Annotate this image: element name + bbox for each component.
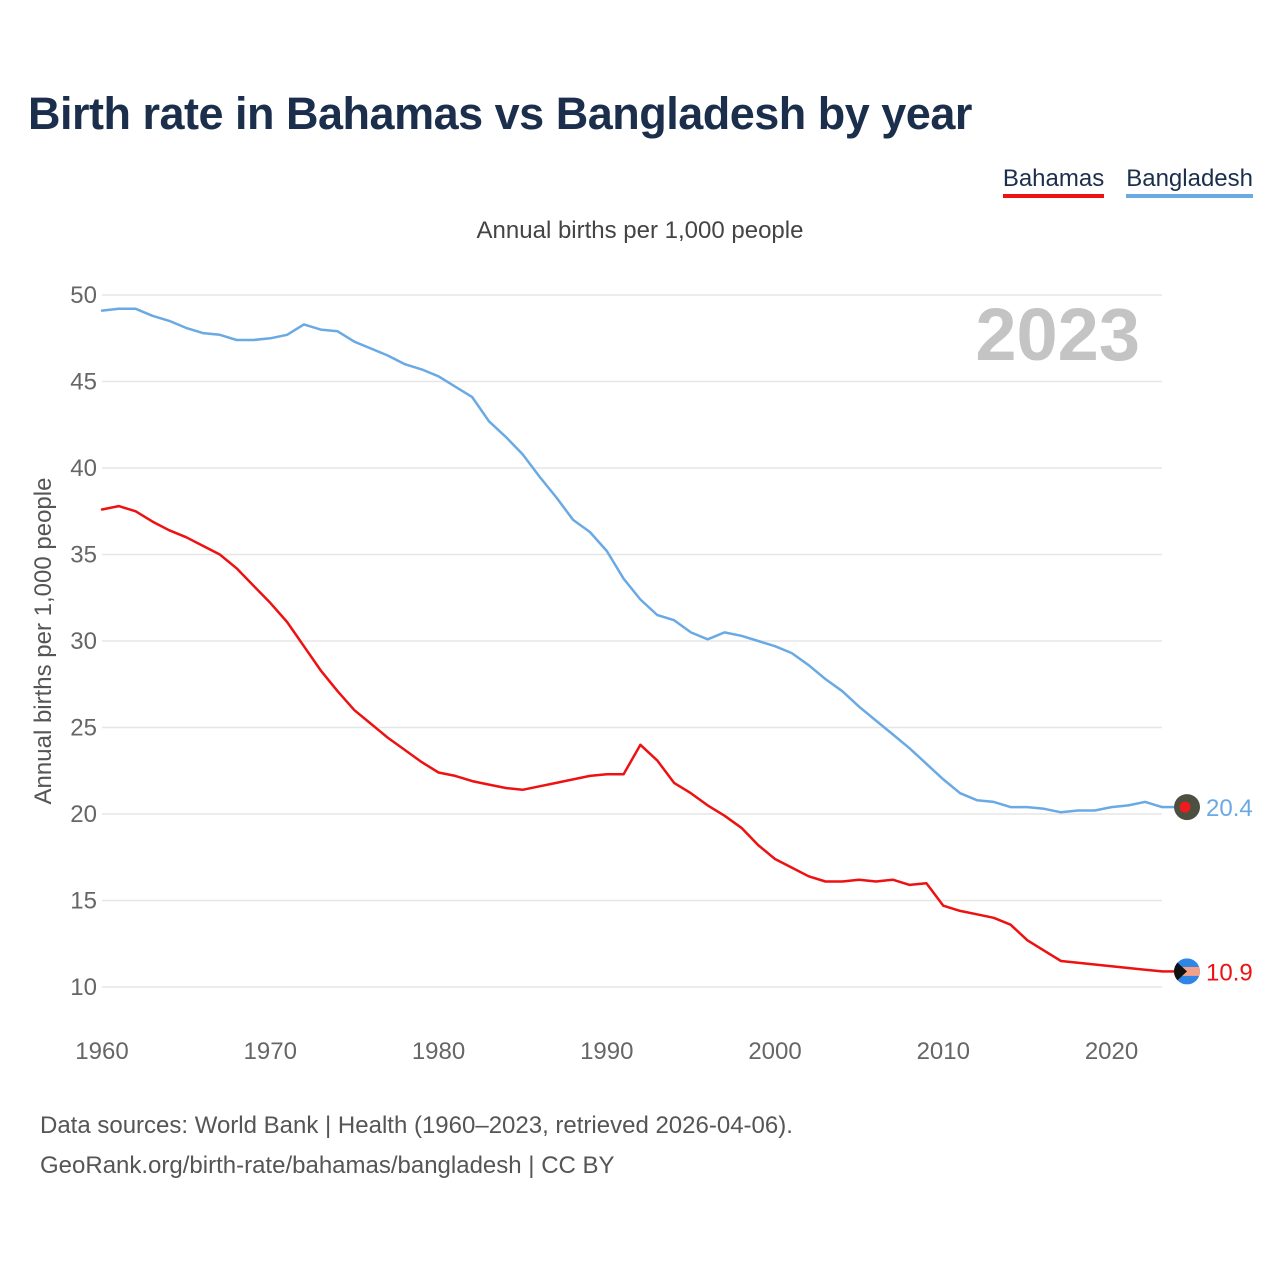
chart-subtitle: Annual births per 1,000 people: [476, 217, 804, 244]
flag-bahamas-icon: [1174, 958, 1200, 985]
series-endpoints: 10.9 20.4: [1174, 794, 1253, 986]
x-tick-label: 1960: [75, 1038, 128, 1065]
y-tick-label: 40: [70, 455, 97, 482]
y-axis-label: Annual births per 1,000 people: [30, 478, 57, 805]
legend: Bahamas Bangladesh: [1002, 166, 1253, 198]
footer-sources: Data sources: World Bank | Health (1960–…: [40, 1112, 793, 1139]
end-value-label-bangladesh: 20.4: [1206, 795, 1253, 822]
x-tick-label: 2010: [917, 1038, 970, 1065]
end-value-label-bahamas: 10.9: [1206, 959, 1253, 986]
y-tick-label: 30: [70, 628, 97, 655]
legend-item-bangladesh[interactable]: Bangladesh: [1126, 166, 1253, 198]
year-watermark: 2023: [975, 293, 1140, 376]
y-tick-label: 15: [70, 888, 97, 915]
x-tick-label: 2000: [748, 1038, 801, 1065]
legend-item-bahamas[interactable]: Bahamas: [1002, 166, 1105, 198]
y-tick-label: 20: [70, 801, 97, 828]
y-tick-label: 10: [70, 974, 97, 1001]
x-tick-label: 1970: [244, 1038, 297, 1065]
y-tick-label: 45: [70, 369, 97, 396]
y-tick-label: 35: [70, 542, 97, 569]
x-tick-label: 2020: [1085, 1038, 1138, 1065]
x-tick-label: 1980: [412, 1038, 465, 1065]
gridlines: [102, 294, 1162, 988]
chart-title: Birth rate in Bahamas vs Bangladesh by y…: [28, 88, 972, 139]
series-line-bangladesh[interactable]: [100, 307, 1164, 814]
y-tick-label: 25: [70, 715, 97, 742]
x-axis-ticks: 1960 1970 1980 1990 2000 2010 2020: [75, 1038, 1138, 1065]
footer: Data sources: World Bank | Health (1960–…: [40, 1106, 793, 1186]
flag-disc: [1179, 801, 1191, 813]
footer-attribution[interactable]: GeoRank.org/birth-rate/bahamas/banglades…: [40, 1152, 615, 1179]
flag-triangle: [1174, 958, 1187, 985]
series-lines: [100, 307, 1174, 973]
x-tick-label: 1990: [580, 1038, 633, 1065]
y-axis-ticks: 10 15 20 25 30 35 40 45 50: [70, 282, 97, 1001]
flag-bangladesh-icon: [1174, 794, 1200, 821]
y-tick-label: 50: [70, 282, 97, 309]
series-line-bahamas[interactable]: [100, 504, 1164, 973]
